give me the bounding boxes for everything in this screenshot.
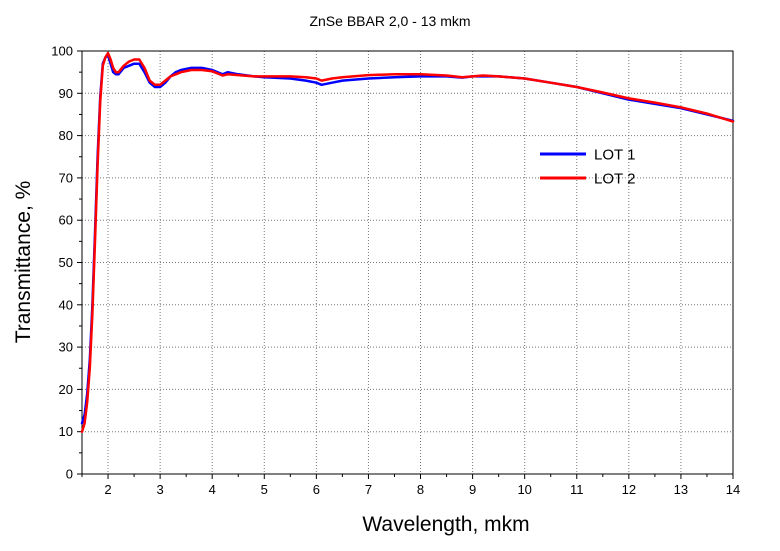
y-tick-label: 20 bbox=[59, 382, 73, 397]
y-axis-title: Transmittance, % bbox=[12, 181, 35, 344]
y-tick-label: 10 bbox=[59, 424, 73, 439]
x-tick-label: 10 bbox=[517, 482, 531, 497]
y-tick-label: 70 bbox=[59, 170, 73, 185]
x-tick-label: 14 bbox=[726, 482, 740, 497]
x-tick-label: 2 bbox=[104, 482, 111, 497]
x-tick-label: 9 bbox=[469, 482, 476, 497]
x-tick-label: 6 bbox=[313, 482, 320, 497]
y-tick-label: 90 bbox=[59, 86, 73, 101]
legend: LOT 1 LOT 2 bbox=[540, 147, 635, 188]
y-tick-label: 60 bbox=[59, 213, 73, 228]
y-tick-label: 100 bbox=[51, 44, 73, 59]
y-tick-label: 50 bbox=[59, 255, 73, 270]
x-tick-label: 4 bbox=[209, 482, 216, 497]
legend-label-lot-1: LOT 1 bbox=[594, 147, 635, 164]
x-tick-label: 13 bbox=[674, 482, 688, 497]
x-tick-label: 7 bbox=[365, 482, 372, 497]
y-tick-label: 40 bbox=[59, 297, 73, 312]
x-tick-label: 3 bbox=[157, 482, 164, 497]
y-tick-label: 80 bbox=[59, 128, 73, 143]
y-tick-label: 0 bbox=[66, 467, 73, 482]
series-line-lot-1 bbox=[80, 53, 735, 425]
series-line-lot-2 bbox=[80, 51, 735, 433]
axis-ticks: 2 3 4 5 6 7 8 9 10 11 12 13 14 0 10 20 30 40 50 60 70 80 90 100 bbox=[51, 44, 740, 498]
chart-title: ZnSe BBAR 2,0 - 13 mkm bbox=[309, 13, 470, 29]
y-tick-label: 30 bbox=[59, 340, 73, 355]
series-lines bbox=[80, 51, 735, 433]
x-tick-label: 11 bbox=[570, 482, 584, 497]
gridlines bbox=[82, 51, 733, 474]
x-axis-title: Wavelength, mkm bbox=[362, 513, 529, 536]
plot-area bbox=[81, 50, 734, 475]
legend-label-lot-2: LOT 2 bbox=[594, 171, 635, 188]
x-tick-label: 5 bbox=[261, 482, 268, 497]
x-tick-label: 12 bbox=[622, 482, 636, 497]
x-tick-label: 8 bbox=[417, 482, 424, 497]
